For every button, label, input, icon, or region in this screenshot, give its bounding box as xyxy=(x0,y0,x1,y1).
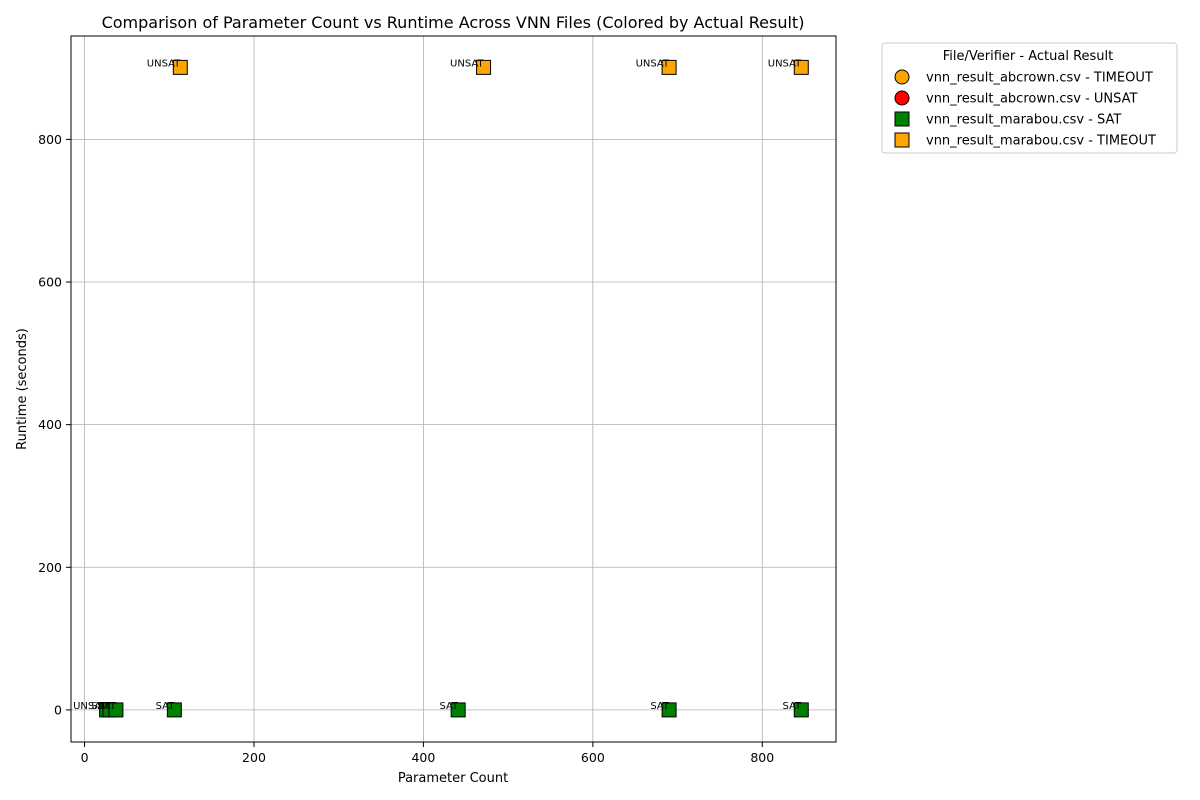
axis-ticks: 0 200 400 600 800 0 200 400 600 800 xyxy=(38,132,774,765)
x-tick-label: 400 xyxy=(411,750,435,765)
x-tick-label: 0 xyxy=(81,750,89,765)
legend-title: File/Verifier - Actual Result xyxy=(943,49,1114,64)
y-tick-label: 600 xyxy=(38,275,62,290)
data-point xyxy=(172,59,188,75)
y-tick-label: 400 xyxy=(38,417,62,432)
legend-frame xyxy=(881,42,1178,154)
plot-frame xyxy=(70,35,837,743)
legend-entry-label: vnn_result_marabou.csv - TIMEOUT xyxy=(926,134,1156,149)
y-tick-label: 0 xyxy=(54,702,62,717)
point-label: SAT xyxy=(91,701,111,712)
legend-marker xyxy=(894,111,910,127)
point-label: SAT xyxy=(156,701,176,712)
point-label: SAT xyxy=(783,701,803,712)
legend-entry-label: vnn_result_abcrown.csv - UNSAT xyxy=(926,92,1138,107)
legend: File/Verifier - Actual Result vnn_result… xyxy=(881,42,1178,154)
data-point xyxy=(793,59,809,75)
x-tick-label: 600 xyxy=(581,750,605,765)
point-label: SAT xyxy=(97,701,117,712)
point-label: UNSAT xyxy=(147,58,181,69)
y-axis-label: Runtime (seconds) xyxy=(15,328,30,450)
data-point xyxy=(793,702,809,718)
legend-marker xyxy=(894,90,910,106)
y-tick-label: 800 xyxy=(38,132,62,147)
point-label: UNSAT xyxy=(450,58,484,69)
point-label: UNSAT xyxy=(636,58,670,69)
chart-title: Comparison of Parameter Count vs Runtime… xyxy=(102,13,805,32)
point-label: UNSAT xyxy=(768,58,802,69)
data-point xyxy=(108,702,124,718)
y-tick-label: 200 xyxy=(38,560,62,575)
data-point xyxy=(661,59,677,75)
legend-entries: vnn_result_abcrown.csv - TIMEOUT vnn_resu… xyxy=(894,69,1156,149)
legend-marker xyxy=(894,132,910,148)
legend-entry-label: vnn_result_abcrown.csv - TIMEOUT xyxy=(926,71,1153,86)
data-points xyxy=(99,59,809,718)
x-axis-label: Parameter Count xyxy=(398,771,508,786)
point-label: UNSAT xyxy=(73,701,107,712)
point-label: SAT xyxy=(650,701,670,712)
legend-entry-label: vnn_result_marabou.csv - SAT xyxy=(926,113,1121,128)
x-tick-label: 200 xyxy=(242,750,266,765)
data-point xyxy=(450,702,466,718)
legend-marker xyxy=(894,69,910,85)
point-label: SAT xyxy=(439,701,459,712)
x-tick-label: 800 xyxy=(750,750,774,765)
data-point xyxy=(476,59,492,75)
data-point xyxy=(661,702,677,718)
data-point xyxy=(166,702,182,718)
